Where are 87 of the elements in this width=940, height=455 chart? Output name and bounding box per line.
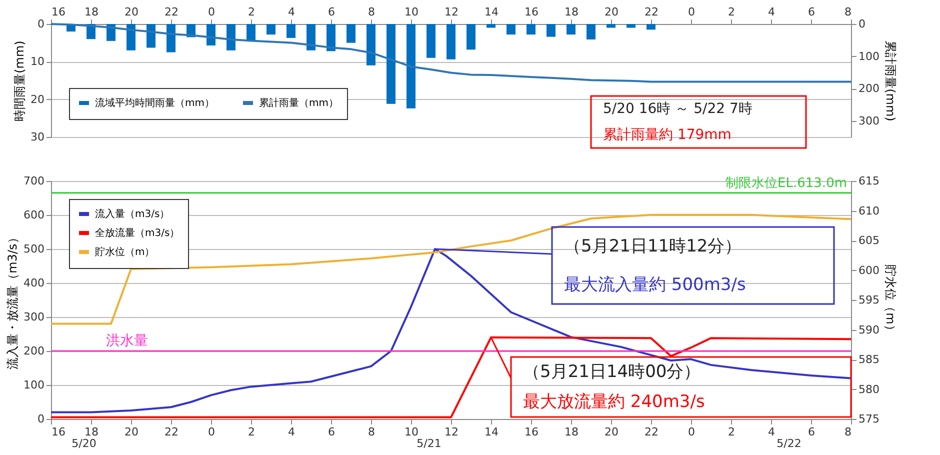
x-tick-label: 8 xyxy=(368,426,375,438)
y2-tick-label: 600 xyxy=(858,264,880,277)
y-tick-label: 400 xyxy=(24,276,44,290)
x-tick-label: 20 xyxy=(124,6,138,18)
text: 5/21 xyxy=(416,437,442,450)
y2-tick-label: 605 xyxy=(858,234,880,247)
x-tick-label: 16 xyxy=(52,426,66,438)
legend-label: 累計雨量（mm） xyxy=(259,97,338,109)
x-tick-label: 20 xyxy=(604,426,618,438)
ref-line-label: 制限水位EL.613.0m xyxy=(726,176,847,191)
y-tick-label: 20 xyxy=(30,92,44,106)
y-axis-title: 流入量・放流量（m3/s） xyxy=(6,232,20,370)
y-tick-label: 600 xyxy=(24,208,44,222)
y2-tick-label: 590 xyxy=(858,323,880,336)
x-tick-label: 8 xyxy=(844,6,852,18)
x-tick-label: 22 xyxy=(644,6,658,18)
x-tick-label: 22 xyxy=(164,6,178,18)
x-tick-label: 16 xyxy=(524,426,538,438)
x-tick-label: 0 xyxy=(688,6,695,18)
y-tick-label: 10 xyxy=(30,55,44,68)
x-tick-label: 20 xyxy=(124,426,138,438)
x-tick-label: 22 xyxy=(164,426,178,438)
x-tick-label: 12 xyxy=(444,426,458,438)
x-tick-label: 4 xyxy=(768,6,775,18)
y-tick-label: 700 xyxy=(24,174,44,188)
x-tick-label: 18 xyxy=(564,6,578,18)
x-tick-label: 4 xyxy=(288,426,295,438)
x-tick-label: 18 xyxy=(84,6,98,18)
x-tick-label: 8 xyxy=(368,6,375,18)
x-tick-label: 10 xyxy=(404,6,418,18)
y-tick-label: 300 xyxy=(24,310,44,324)
x-tick-label: 4 xyxy=(288,6,295,18)
legend-label: 流域平均時間雨量（mm） xyxy=(95,97,214,109)
x-tick-label: 2 xyxy=(248,426,255,438)
y2-tick-label: 580 xyxy=(858,382,880,396)
annotation: 5/20 16時 ～ 5/22 7時 xyxy=(603,101,752,117)
y-tick-label: 30 xyxy=(30,130,44,144)
x-tick-label: 12 xyxy=(444,6,458,18)
y-tick-label: 500 xyxy=(24,242,44,256)
ref-line-label: 洪水量 xyxy=(106,333,148,349)
annotation: 最大流入量約 500m3/s xyxy=(564,274,746,295)
legend-label: 流入量（m3/s） xyxy=(95,208,170,220)
y2-tick-label: 300 xyxy=(858,114,880,128)
x-tick-label: 18 xyxy=(564,426,578,438)
y-tick-label: 0 xyxy=(38,412,44,426)
y2-tick-label: 610 xyxy=(858,204,880,218)
annotation: 最大放流量約 240m3/s xyxy=(523,392,705,412)
y2-tick-label: 100 xyxy=(858,50,880,63)
annotation: （5月21日14時00分） xyxy=(523,362,701,382)
x-tick-label: 8 xyxy=(844,426,852,438)
x-tick-label: 2 xyxy=(728,426,735,438)
x-tick-label: 0 xyxy=(688,426,695,438)
y2-tick-label: 595 xyxy=(858,294,880,306)
x-tick-label: 14 xyxy=(484,426,498,438)
x-tick-label: 2 xyxy=(728,6,735,18)
x-tick-label: 10 xyxy=(404,426,418,438)
x-tick-label: 0 xyxy=(208,426,215,438)
y2-tick-label: 615 xyxy=(858,174,880,188)
x-tick-label: 22 xyxy=(644,426,658,438)
text: 5/22 xyxy=(776,437,802,450)
y-tick-label: 200 xyxy=(24,344,44,358)
y2-tick-label: 0 xyxy=(858,18,866,30)
x-tick-label: 6 xyxy=(328,6,335,18)
x-tick-label: 16 xyxy=(52,6,66,18)
legend-label: 貯水位（m） xyxy=(95,246,155,258)
x-tick-label: 14 xyxy=(484,6,498,18)
y-axis-title: 時間雨量(mm) xyxy=(12,40,27,122)
y2-axis-title: 貯水位（m） xyxy=(883,264,898,336)
y2-axis-title: 累計雨量(mm) xyxy=(883,40,898,122)
x-tick-label: 18 xyxy=(84,426,98,438)
x-tick-label: 16 xyxy=(524,6,538,18)
text: 5/20 xyxy=(72,437,96,450)
x-tick-label: 4 xyxy=(768,426,775,438)
annotation: （5月21日11時12分） xyxy=(564,236,742,256)
x-tick-label: 6 xyxy=(808,6,815,18)
y-tick-label: 100 xyxy=(24,378,44,392)
y2-tick-label: 575 xyxy=(858,412,880,426)
x-tick-label: 0 xyxy=(208,6,215,18)
y-tick-label: 0 xyxy=(38,18,44,30)
x-tick-label: 6 xyxy=(328,426,335,438)
x-tick-label: 2 xyxy=(248,6,255,18)
x-tick-label: 20 xyxy=(604,6,618,18)
x-tick-label: 6 xyxy=(808,426,815,438)
y2-tick-label: 200 xyxy=(858,82,880,96)
annotation: 累計雨量約 179mm xyxy=(603,127,732,143)
legend-label: 全放流量（m3/s） xyxy=(95,227,180,239)
y2-tick-label: 585 xyxy=(858,353,880,366)
